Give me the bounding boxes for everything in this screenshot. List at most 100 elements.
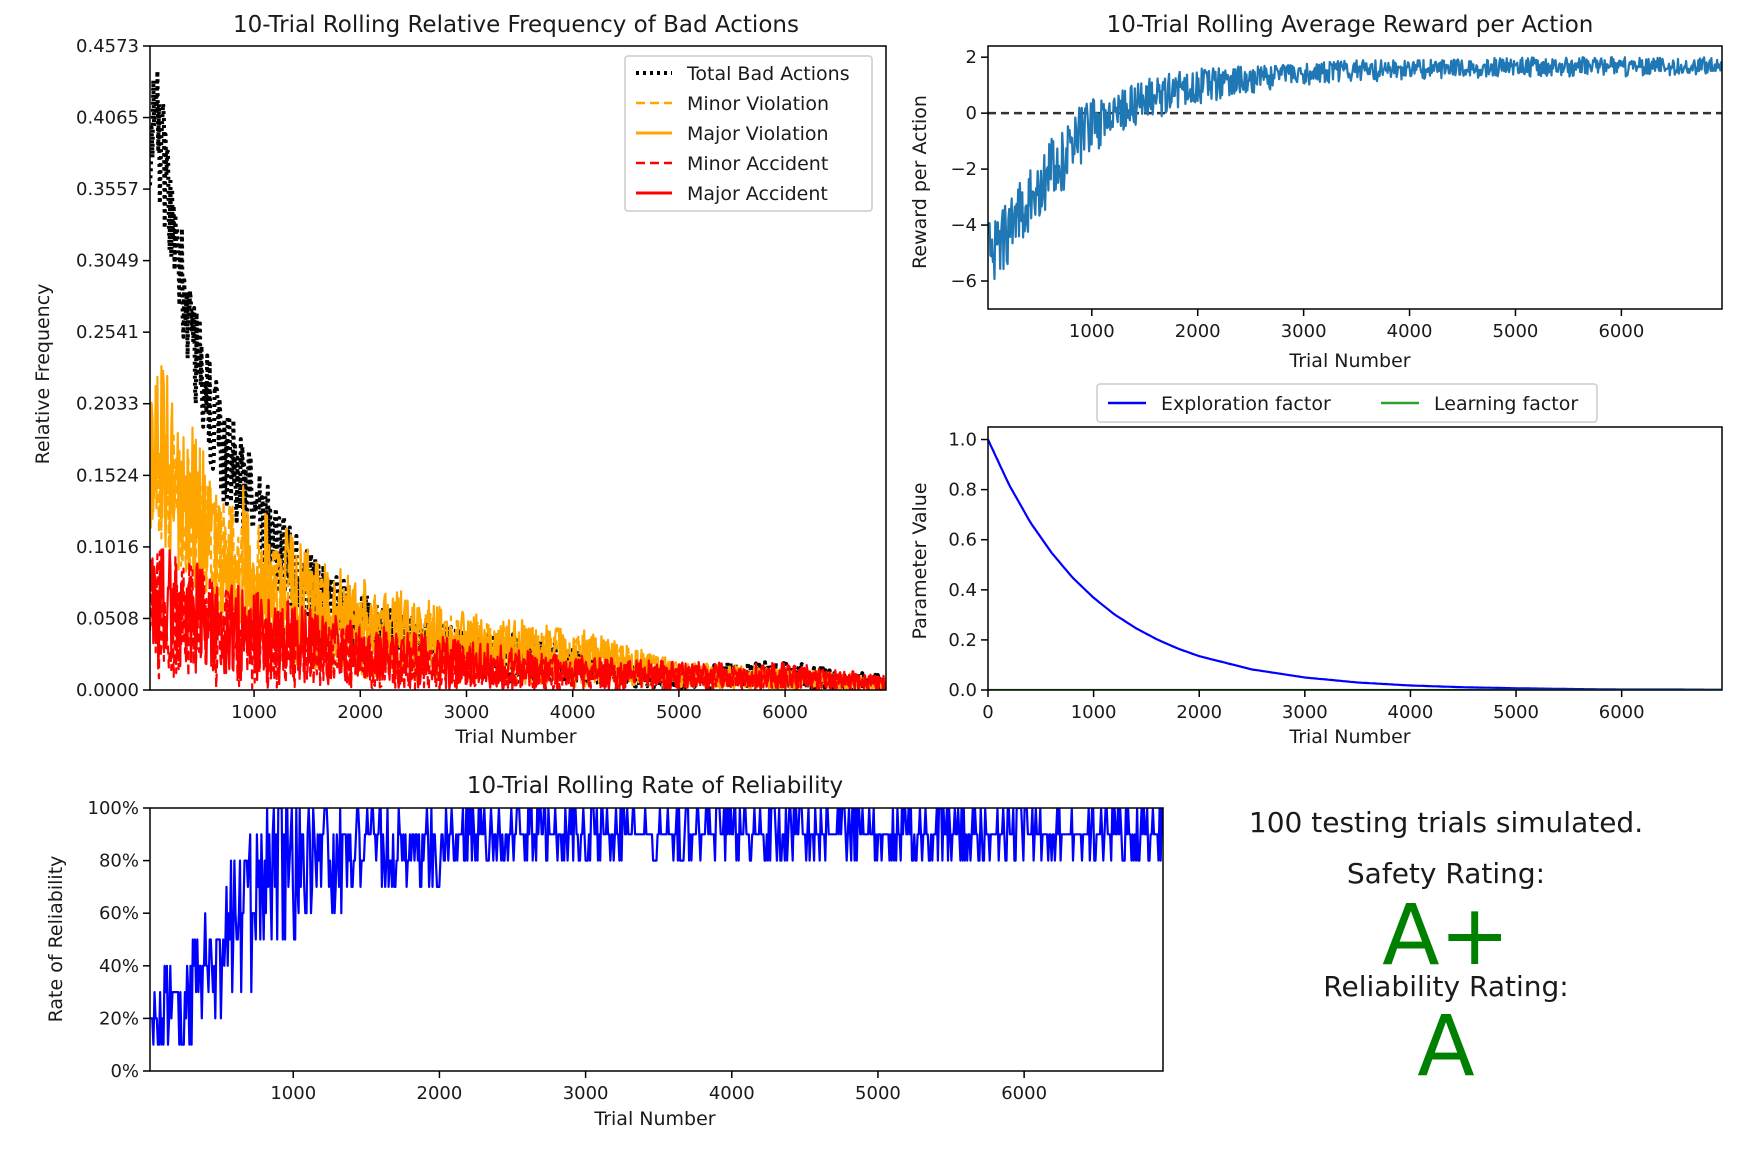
parameter-legend-box [1096, 383, 1598, 423]
bad-actions-legend-box [624, 55, 873, 212]
reliability-xtick-label: 4000 [709, 1083, 755, 1104]
reliability-xtick-label: 5000 [855, 1083, 901, 1104]
reward-ytick-label: −4 [950, 215, 977, 236]
reliability-axes-frame [149, 807, 1164, 1072]
reward-ytick-label: −6 [950, 271, 977, 292]
legend-major-violation: Major Violation [687, 123, 829, 145]
parameter-plot-area [988, 439, 1722, 690]
parameter-axes: 0 1000 2000 3000 4000 5000 6000 0.0 0.2 0.4 0.6 0.8… [948, 426, 1723, 723]
reliability-ytick-label: 100% [88, 798, 139, 819]
reward-chart: 10-Trial Rolling Average Reward per Acti… [909, 12, 1723, 372]
parameter-ylabel: Parameter Value [909, 482, 931, 639]
trials-simulated-text: 100 testing trials simulated. [1249, 806, 1643, 839]
bad-actions-ytick-label: 0.3557 [76, 179, 139, 200]
reward-xtick-label: 2000 [1175, 321, 1221, 342]
reward-axes: 1000 2000 3000 4000 5000 6000 −6 −4 −2 0 2 [950, 45, 1723, 342]
bad-actions-title: 10-Trial Rolling Relative Frequency of B… [233, 12, 799, 38]
bad-actions-ytick-label: 0.1016 [76, 537, 139, 558]
bad-actions-xtick-label: 5000 [656, 702, 702, 723]
reward-title: 10-Trial Rolling Average Reward per Acti… [1107, 12, 1594, 38]
reward-xtick-label: 3000 [1281, 321, 1327, 342]
reliability-ytick-label: 80% [99, 851, 139, 872]
safety-rating-grade: A+ [1382, 886, 1510, 984]
legend-major-accident: Major Accident [687, 183, 828, 205]
reliability-ytick-label: 60% [99, 903, 139, 924]
reward-ytick-label: 2 [966, 47, 977, 68]
parameter-ytick-label: 0.6 [948, 530, 977, 551]
reward-ytick-label: 0 [966, 103, 977, 124]
bad-actions-axes-frame [149, 45, 887, 691]
bad-actions-xtick-label: 4000 [550, 702, 596, 723]
bad-actions-legend: Total Bad Actions Minor Violation Major … [624, 55, 873, 212]
bad-actions-ylabel: Relative Frequency [32, 284, 54, 465]
reliability-rating-label: Reliability Rating: [1323, 970, 1568, 1003]
bad-actions-xtick-label: 3000 [444, 702, 490, 723]
parameter-xtick-label: 1000 [1071, 702, 1117, 723]
reliability-series-0-line [150, 808, 1163, 1046]
reliability-title: 10-Trial Rolling Rate of Reliability [467, 773, 843, 799]
parameter-xtick-label: 3000 [1282, 702, 1328, 723]
bad-actions-xtick-label: 2000 [337, 702, 383, 723]
bad-actions-series-minor-accident-line [150, 550, 886, 690]
parameter-xtick-label: 4000 [1388, 702, 1434, 723]
reliability-plot-area [150, 808, 1163, 1046]
parameter-xtick-label: 2000 [1176, 702, 1222, 723]
parameter-xtick-label: 0 [982, 702, 993, 723]
bad-actions-xlabel: Trial Number [454, 726, 576, 748]
reliability-xtick-label: 6000 [1001, 1083, 1047, 1104]
parameter-series-exploration-factor-line [988, 439, 1722, 690]
bad-actions-ytick-label: 0.4065 [76, 108, 139, 129]
parameter-xlabel: Trial Number [1288, 726, 1410, 748]
legend-minor-accident: Minor Accident [687, 153, 828, 175]
parameter-xtick-label: 6000 [1599, 702, 1645, 723]
bad-actions-ytick-label: 0.0000 [76, 680, 139, 701]
reward-xlabel: Trial Number [1288, 350, 1410, 372]
bad-actions-ytick-label: 0.4573 [76, 36, 139, 57]
parameter-chart: Exploration factor Learning factor Trial… [909, 383, 1723, 748]
reliability-xtick-label: 3000 [563, 1083, 609, 1104]
legend-learning-factor: Learning factor [1434, 393, 1578, 415]
reliability-xlabel: Trial Number [593, 1108, 715, 1130]
parameter-ytick-label: 0.8 [948, 480, 977, 501]
rating-summary: 100 testing trials simulated. Safety Rat… [1249, 806, 1643, 1095]
reliability-ytick-label: 0% [110, 1061, 139, 1082]
reliability-ytick-label: 40% [99, 956, 139, 977]
reliability-chart: 10-Trial Rolling Rate of Reliability Tri… [45, 773, 1164, 1130]
reliability-axes: 1000 2000 3000 4000 5000 6000 0% 20% 40% 60% 80% 10… [88, 798, 1164, 1104]
bad-actions-chart: 10-Trial Rolling Relative Frequency of B… [32, 12, 887, 748]
bad-actions-plot-area [150, 68, 886, 690]
reward-axes-frame [987, 45, 1723, 310]
reliability-xtick-label: 1000 [270, 1083, 316, 1104]
reliability-xtick-label: 2000 [417, 1083, 463, 1104]
reliability-ytick-label: 20% [99, 1008, 139, 1029]
parameter-ytick-label: 0.4 [948, 580, 977, 601]
reward-xtick-label: 5000 [1493, 321, 1539, 342]
parameter-ytick-label: 0.0 [948, 680, 977, 701]
bad-actions-ytick-label: 0.2033 [76, 394, 139, 415]
reliability-rating-grade: A [1417, 997, 1474, 1095]
bad-actions-series-major-accident-line [150, 548, 886, 690]
reward-series-0-line [988, 56, 1722, 281]
reliability-ylabel: Rate of Reliability [45, 856, 67, 1023]
legend-minor-violation: Minor Violation [687, 93, 829, 115]
bad-actions-ytick-label: 0.3049 [76, 251, 139, 272]
reward-xtick-label: 4000 [1387, 321, 1433, 342]
reward-xtick-label: 1000 [1069, 321, 1115, 342]
legend-exploration-factor: Exploration factor [1161, 393, 1331, 415]
reward-ylabel: Reward per Action [909, 95, 931, 269]
bad-actions-xtick-label: 6000 [762, 702, 808, 723]
bad-actions-ytick-label: 0.0508 [76, 608, 139, 629]
parameter-axes-frame [987, 426, 1723, 691]
parameter-ytick-label: 0.2 [948, 630, 977, 651]
bad-actions-ytick-label: 0.2541 [76, 322, 139, 343]
bad-actions-ytick-label: 0.1524 [76, 465, 139, 486]
parameter-xtick-label: 5000 [1493, 702, 1539, 723]
parameter-legend: Exploration factor Learning factor [1096, 383, 1598, 423]
bad-actions-axes: 1000 2000 3000 4000 5000 6000 0.0000 0.0508 0.10… [76, 36, 887, 723]
bad-actions-xtick-label: 1000 [231, 702, 277, 723]
parameter-ytick-label: 1.0 [948, 430, 977, 451]
legend-total-bad-actions: Total Bad Actions [686, 63, 850, 85]
reward-ytick-label: −2 [950, 159, 977, 180]
reward-plot-area [988, 56, 1722, 281]
